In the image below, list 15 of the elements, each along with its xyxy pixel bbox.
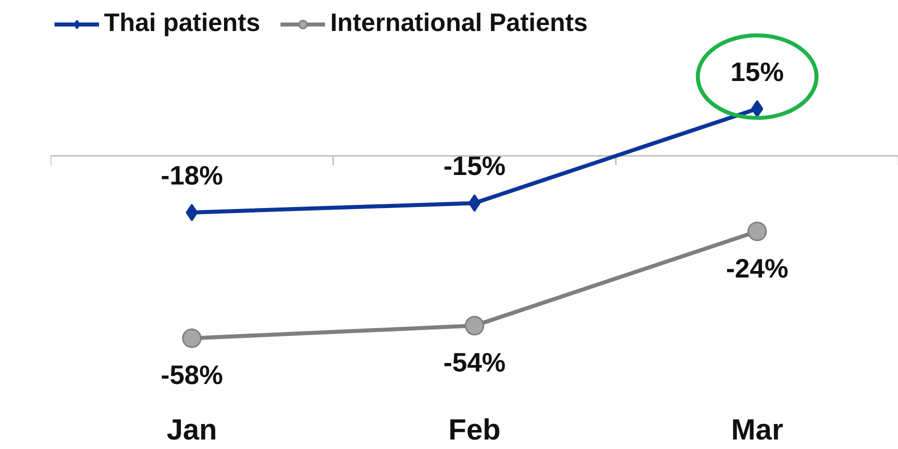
data-label: -15% bbox=[443, 151, 506, 182]
data-label: 15% bbox=[730, 56, 784, 87]
x-tick-label: Mar bbox=[731, 414, 784, 446]
point bbox=[464, 316, 484, 336]
data-label: -58% bbox=[160, 360, 223, 390]
legend-label: Thai patients bbox=[104, 9, 260, 38]
point bbox=[468, 194, 481, 212]
data-label: -24% bbox=[726, 253, 788, 284]
data-label: -54% bbox=[443, 348, 506, 378]
data-label: -18% bbox=[160, 160, 223, 191]
point bbox=[182, 328, 202, 348]
x-tick-label: Feb bbox=[448, 414, 501, 446]
x-tick-label: Jan bbox=[166, 414, 218, 446]
legend-label: International Patients bbox=[330, 9, 588, 38]
point bbox=[747, 222, 767, 242]
